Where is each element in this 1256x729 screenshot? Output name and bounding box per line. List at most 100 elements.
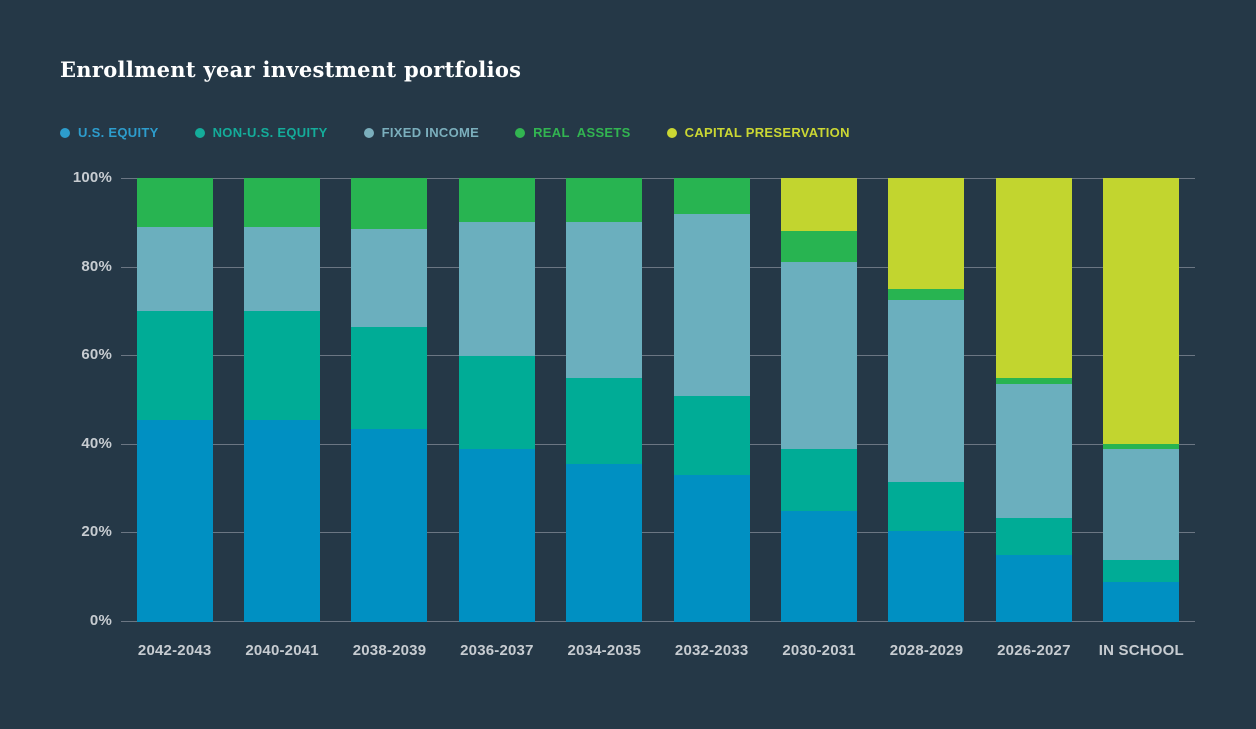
segment-real-assets <box>781 231 858 263</box>
segment-fixed-income <box>781 262 858 449</box>
bar-stack <box>351 178 428 622</box>
segment-real-assets <box>136 178 213 227</box>
legend-label: NON-U.S. EQUITY <box>212 125 328 140</box>
segment-capital-preservation <box>888 178 965 290</box>
segment-u-s-equity <box>244 419 321 622</box>
segment-non-u-s-equity <box>566 377 643 465</box>
y-tick-label: 0% <box>89 612 112 629</box>
segment-non-u-s-equity <box>1103 559 1180 583</box>
segment-fixed-income <box>995 384 1072 518</box>
bar-stack <box>888 178 965 622</box>
legend-item-non-u-s-equity: NON-U.S. EQUITY <box>194 125 328 140</box>
segment-real-assets <box>458 178 535 223</box>
bar-2030-2031 <box>765 178 872 622</box>
gridline-100 <box>121 178 1195 179</box>
x-tick-label-2038-2039: 2038-2039 <box>352 642 427 659</box>
legend-dot <box>194 127 205 138</box>
segment-fixed-income <box>888 300 965 483</box>
segment-fixed-income <box>566 222 643 378</box>
segment-u-s-equity <box>781 511 858 622</box>
x-tick-label-in-school: IN SCHOOL <box>1098 642 1184 659</box>
segment-fixed-income <box>351 229 428 327</box>
chart-legend: U.S. EQUITY NON-U.S. EQUITY FIXED INCOME RE… <box>60 125 850 140</box>
bar-stack <box>781 178 858 622</box>
segment-non-u-s-equity <box>888 482 965 531</box>
segment-real-assets <box>566 178 643 223</box>
legend-item-u-s-equity: U.S. EQUITY <box>60 125 159 140</box>
segment-real-assets <box>888 289 965 301</box>
bar-2026-2027 <box>980 178 1087 622</box>
gridline-80 <box>121 266 1195 268</box>
x-tick-label-2034-2035: 2034-2035 <box>567 642 642 659</box>
segment-u-s-equity <box>995 555 1072 622</box>
legend-label: REAL ASSETS <box>533 125 631 140</box>
bar-2042-2043 <box>121 178 228 622</box>
gridline-0 <box>121 621 1195 622</box>
segment-non-u-s-equity <box>781 448 858 511</box>
bar-stack <box>244 178 321 622</box>
segment-real-assets <box>995 377 1072 385</box>
bar-2038-2039 <box>336 178 443 622</box>
segment-u-s-equity <box>351 428 428 622</box>
gridline-40 <box>121 443 1195 445</box>
legend-item-real-assets: REAL ASSETS <box>515 125 631 140</box>
bar-stack <box>566 178 643 622</box>
gridline-60 <box>121 355 1195 357</box>
segment-non-u-s-equity <box>351 326 428 429</box>
bar-2032-2033 <box>658 178 765 622</box>
bar-stack <box>136 178 213 622</box>
segment-capital-preservation <box>1103 178 1180 445</box>
legend-label: CAPITAL PRESERVATION <box>684 125 850 140</box>
segment-u-s-equity <box>888 530 965 622</box>
legend-label: U.S. EQUITY <box>78 125 159 140</box>
segment-real-assets <box>244 178 321 227</box>
y-tick-label: 40% <box>81 434 112 452</box>
x-tick-label-2040-2041: 2040-2041 <box>245 642 319 659</box>
legend-dot <box>666 127 677 138</box>
y-tick-label: 20% <box>81 523 112 541</box>
segment-u-s-equity <box>136 419 213 622</box>
x-tick-label-2028-2029: 2028-2029 <box>889 642 964 659</box>
bar-in-school <box>1088 178 1195 622</box>
page-title: Enrollment year investment portfolios <box>60 57 522 82</box>
y-axis-labels: 0% 20% 40% 60% 80% 100% <box>40 169 112 629</box>
legend-label: FIXED INCOME <box>381 125 480 140</box>
gridline-20 <box>121 532 1195 534</box>
bar-stack <box>458 178 535 622</box>
segment-capital-preservation <box>781 178 858 232</box>
segment-non-u-s-equity <box>673 395 750 476</box>
segment-u-s-equity <box>673 475 750 622</box>
bar-stack <box>673 178 750 622</box>
plot-area <box>121 178 1195 622</box>
segment-non-u-s-equity <box>458 355 535 449</box>
segment-non-u-s-equity <box>136 311 213 420</box>
segment-u-s-equity <box>566 464 643 622</box>
y-tick-label: 80% <box>81 257 112 275</box>
legend-dot <box>363 127 374 138</box>
x-tick-label-2032-2033: 2032-2033 <box>674 642 749 659</box>
y-tick-label: 60% <box>81 346 112 364</box>
bar-2034-2035 <box>551 178 658 622</box>
legend-item-capital-preservation: CAPITAL PRESERVATION <box>666 125 850 140</box>
bar-2036-2037 <box>443 178 550 622</box>
x-axis-labels: 2042-2043 2040-2041 2038-2039 2036-2037 2034… <box>121 642 1195 662</box>
segment-fixed-income <box>1103 448 1180 560</box>
segment-capital-preservation <box>995 178 1072 378</box>
legend-dot <box>515 127 526 138</box>
segment-non-u-s-equity <box>244 311 321 420</box>
segment-non-u-s-equity <box>995 517 1072 556</box>
bar-stack <box>1103 178 1180 622</box>
bar-2028-2029 <box>873 178 980 622</box>
segment-fixed-income <box>673 213 750 396</box>
x-tick-label-2036-2037: 2036-2037 <box>460 642 534 659</box>
x-tick-label-2026-2027: 2026-2027 <box>997 642 1071 659</box>
segment-fixed-income <box>458 222 535 356</box>
segment-real-assets <box>1103 444 1180 449</box>
segment-fixed-income <box>136 226 213 312</box>
bar-stack <box>995 178 1072 622</box>
legend-dot <box>60 127 70 138</box>
legend-item-fixed-income: FIXED INCOME <box>363 125 480 140</box>
segment-u-s-equity <box>458 448 535 622</box>
segment-u-s-equity <box>1103 582 1180 622</box>
